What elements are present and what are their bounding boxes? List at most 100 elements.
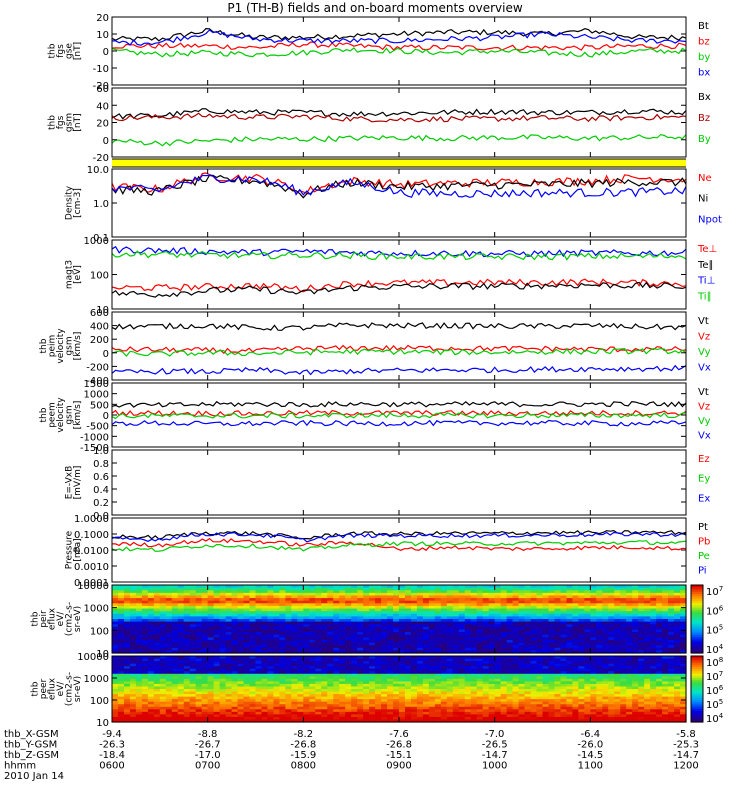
spec-cell bbox=[153, 590, 161, 594]
spec-cell bbox=[650, 645, 657, 649]
spec-cell bbox=[393, 634, 400, 638]
spec-cell bbox=[530, 658, 538, 662]
spec-cell bbox=[434, 642, 442, 646]
spec-cell bbox=[410, 598, 418, 602]
spec-cell bbox=[680, 642, 687, 646]
spec-cell bbox=[584, 600, 591, 604]
ylabel: E=-VxB[mV/m] bbox=[65, 466, 84, 500]
spec-cell bbox=[620, 613, 627, 617]
spec-cell bbox=[357, 704, 364, 708]
spec-cell bbox=[285, 605, 292, 610]
spec-cell bbox=[285, 637, 292, 641]
spec-cell bbox=[291, 603, 298, 607]
spec-cell bbox=[255, 694, 263, 698]
spec-cell bbox=[231, 683, 239, 688]
spec-cell bbox=[470, 634, 478, 638]
spec-cell bbox=[147, 605, 155, 610]
spec-cell bbox=[303, 603, 310, 607]
spec-cell bbox=[674, 619, 681, 623]
spec-cell bbox=[237, 681, 245, 685]
spec-cell bbox=[267, 658, 275, 662]
spec-cell bbox=[249, 668, 257, 672]
spec-cell bbox=[530, 686, 538, 690]
spec-cell bbox=[381, 611, 388, 615]
spec-cell bbox=[147, 647, 155, 651]
spec-cell bbox=[542, 709, 550, 713]
spec-cell bbox=[369, 600, 376, 604]
spec-cell bbox=[357, 645, 364, 649]
spec-cell bbox=[554, 694, 562, 698]
spec-cell bbox=[363, 634, 370, 638]
spec-cell bbox=[476, 678, 484, 682]
legend-Pe: Pe bbox=[698, 551, 710, 562]
spec-cell bbox=[416, 658, 424, 662]
spec-cell bbox=[560, 626, 568, 631]
spec-cell bbox=[273, 666, 281, 670]
spec-cell bbox=[285, 656, 292, 660]
spec-cell bbox=[572, 632, 579, 636]
spec-cell bbox=[351, 647, 358, 651]
spec-cell bbox=[231, 661, 239, 665]
spec-cell bbox=[548, 676, 556, 680]
spec-cell bbox=[381, 619, 388, 623]
spec-cell bbox=[596, 598, 603, 602]
spec-cell bbox=[434, 678, 442, 682]
spec-cell bbox=[237, 706, 245, 710]
spec-cell bbox=[572, 666, 579, 670]
spec-cell bbox=[333, 656, 340, 660]
spec-cell bbox=[524, 691, 532, 695]
spec-cell bbox=[560, 585, 568, 589]
spec-cell bbox=[135, 656, 143, 660]
spec-cell bbox=[476, 673, 484, 677]
spec-cell bbox=[584, 619, 591, 623]
spec-cell bbox=[446, 709, 454, 713]
spec-cell bbox=[183, 666, 191, 670]
spec-cell bbox=[207, 603, 215, 607]
spec-cell bbox=[153, 642, 161, 646]
spec-cell bbox=[602, 650, 609, 654]
spec-cell bbox=[644, 629, 651, 633]
spec-cell bbox=[446, 714, 454, 718]
spec-cell bbox=[243, 619, 251, 623]
spec-cell bbox=[249, 624, 257, 628]
colorbar-cell bbox=[691, 639, 703, 643]
spec-cell bbox=[428, 706, 436, 710]
spec-cell bbox=[404, 585, 412, 589]
spec-cell bbox=[399, 587, 406, 591]
spec-cell bbox=[416, 696, 424, 700]
spec-cell bbox=[123, 711, 131, 715]
spec-cell bbox=[243, 632, 251, 636]
spec-cell bbox=[632, 645, 639, 649]
spec-cell bbox=[261, 632, 269, 636]
spec-cell bbox=[387, 608, 394, 612]
spec-cell bbox=[261, 595, 269, 599]
spec-cell bbox=[375, 714, 382, 718]
spec-cell bbox=[410, 711, 418, 715]
spec-cell bbox=[518, 624, 526, 628]
spec-cell bbox=[387, 647, 394, 651]
spec-cell bbox=[291, 587, 298, 591]
spec-cell bbox=[363, 650, 370, 654]
spec-cell bbox=[255, 637, 263, 641]
spec-cell bbox=[315, 683, 322, 688]
spec-cell bbox=[213, 611, 221, 615]
spec-cell bbox=[518, 626, 526, 631]
spec-cell bbox=[464, 605, 472, 610]
ytick-label: -1000 bbox=[80, 432, 109, 443]
spec-cell bbox=[285, 671, 292, 675]
spec-cell bbox=[488, 592, 496, 597]
spec-cell bbox=[213, 683, 221, 688]
spec-cell bbox=[327, 626, 334, 631]
ylabel-line: peem bbox=[48, 402, 58, 428]
spec-cell bbox=[177, 632, 185, 636]
spec-cell bbox=[327, 661, 334, 665]
spec-cell bbox=[416, 716, 424, 721]
spec-cell bbox=[512, 689, 520, 693]
spec-cell bbox=[159, 673, 167, 677]
spec-cell bbox=[345, 694, 352, 698]
spec-cell bbox=[189, 676, 197, 680]
spec-cell bbox=[638, 642, 645, 646]
spec-cell bbox=[171, 719, 179, 723]
spec-cell bbox=[309, 719, 316, 723]
spec-cell bbox=[512, 701, 520, 705]
